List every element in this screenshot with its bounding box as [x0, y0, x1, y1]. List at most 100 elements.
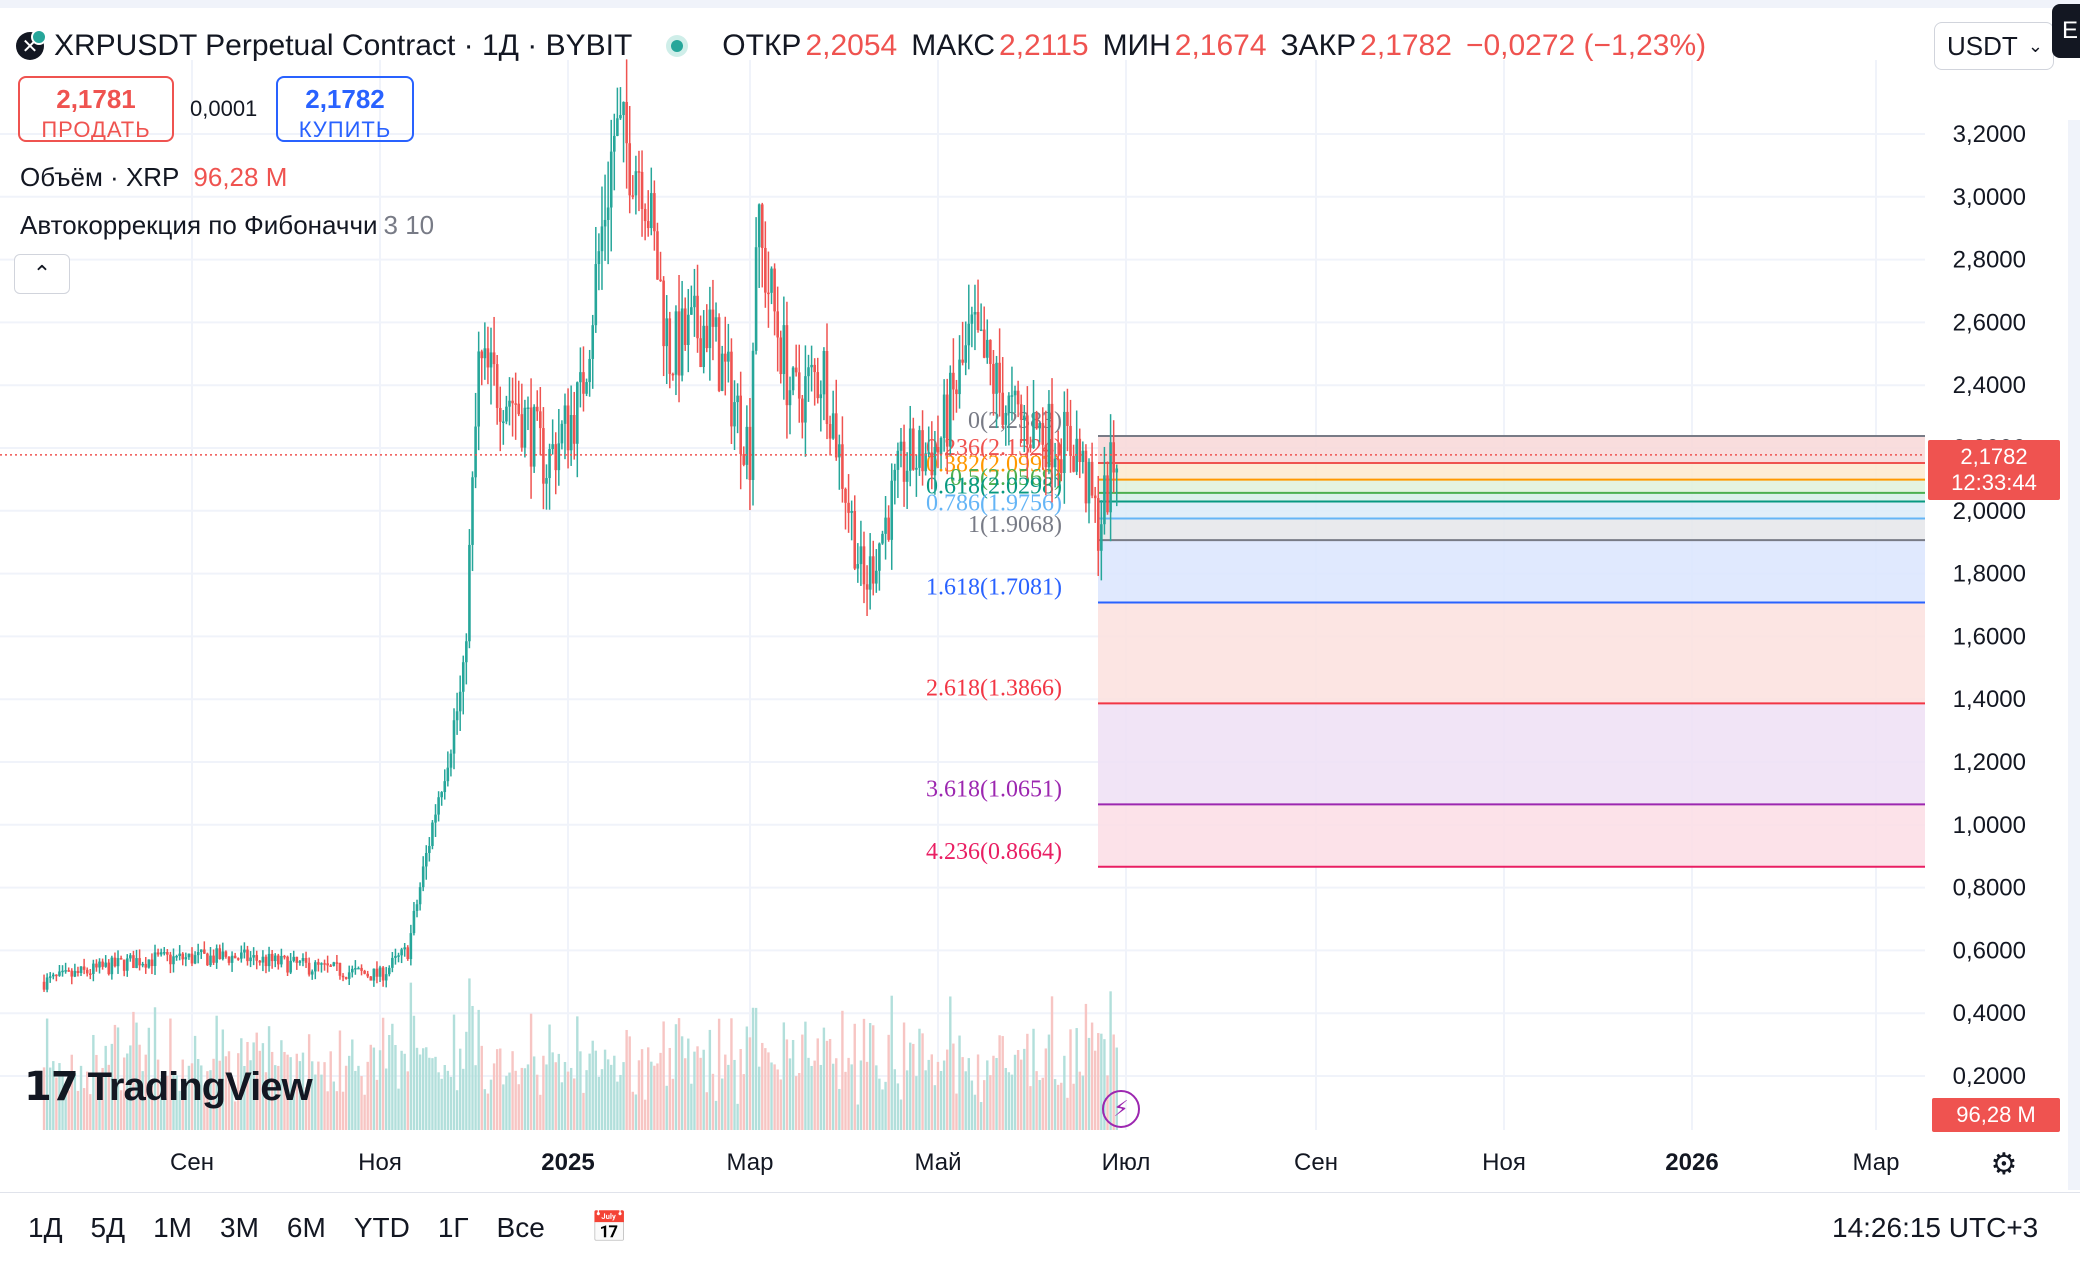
candle-body: [292, 956, 296, 961]
symbol-legend[interactable]: ✕ XRPUSDT Perpetual Contract · 1Д · BYBI…: [16, 24, 1720, 68]
candle-body: [1032, 412, 1035, 449]
candle-body: [582, 372, 585, 394]
volume-bar: [551, 1052, 554, 1130]
volume-bar: [489, 1079, 493, 1130]
volume-bar: [776, 1069, 779, 1130]
candle-body: [397, 955, 400, 957]
candle-body: [945, 394, 949, 447]
sell-button[interactable]: 2,1781 ПРОДАТЬ: [18, 76, 174, 142]
buy-button[interactable]: 2,1782 КУПИТЬ: [276, 76, 414, 142]
candle-body: [834, 413, 838, 458]
volume-bar: [163, 1072, 166, 1130]
candle-body: [616, 118, 619, 136]
volume-bar: [187, 1065, 191, 1130]
volume-bar: [332, 1081, 335, 1130]
candle-body: [243, 949, 246, 953]
volume-bar: [782, 1022, 786, 1130]
candle-body: [918, 430, 921, 468]
price-axis-label: 1,6000: [1953, 623, 2026, 650]
volume-bar: [1047, 1034, 1051, 1130]
candle-body: [560, 423, 564, 444]
tradingview-logo[interactable]: 𝟭𝟳 TradingView: [24, 1064, 313, 1110]
candle-body: [557, 443, 561, 471]
candle-body: [693, 295, 696, 308]
volume-bar: [680, 1036, 684, 1130]
right-scrollbar[interactable]: [2068, 120, 2080, 1190]
volume-bar: [61, 1072, 64, 1130]
range-1d-button[interactable]: 1Д: [28, 1211, 63, 1243]
range-6m-button[interactable]: 6M: [286, 1211, 326, 1243]
volume-bar: [116, 1027, 120, 1130]
range-all-button[interactable]: Все: [496, 1211, 545, 1243]
candle-body: [255, 955, 259, 961]
candle-body: [1100, 524, 1103, 551]
candle-body: [782, 325, 786, 375]
volume-bar: [274, 1065, 277, 1130]
candle-body: [905, 470, 909, 482]
volume-bar: [42, 1067, 46, 1130]
range-5d-button[interactable]: 5Д: [90, 1211, 126, 1243]
candle-body: [868, 556, 872, 590]
candle-body: [810, 364, 813, 368]
volume-bar: [690, 1083, 693, 1130]
candle-body: [42, 981, 46, 990]
volume-bar: [320, 1074, 323, 1130]
volume-bar: [348, 1055, 351, 1130]
candle-body: [813, 364, 816, 373]
symbol-title[interactable]: XRPUSDT Perpetual Contract · 1Д · BYBIT: [54, 29, 633, 62]
clock[interactable]: 14:26:15 UTC+3: [1832, 1212, 2039, 1243]
candle-body: [1053, 458, 1057, 468]
volume-bar: [92, 1034, 95, 1130]
calendar-icon[interactable]: 📅: [590, 1211, 629, 1244]
candle-body: [597, 251, 601, 265]
price-chart[interactable]: 0(2,2383)0.236(2.1524)0.382(2.0993)0.5(2…: [0, 0, 2080, 1192]
volume-bar: [1072, 1083, 1075, 1130]
volume-bar: [486, 1093, 490, 1130]
candle-body: [317, 962, 320, 965]
volume-bar: [480, 1045, 483, 1130]
candle-body: [739, 395, 742, 455]
volume-legend[interactable]: Объём · XRP 96,28 M: [20, 162, 287, 193]
volume-bar: [138, 1044, 141, 1130]
candle-body: [831, 413, 835, 439]
xrp-icon: ✕: [16, 29, 47, 60]
candle-body: [344, 977, 348, 979]
range-ytd-button[interactable]: YTD: [353, 1211, 410, 1243]
candle-body: [159, 952, 163, 955]
range-1m-button[interactable]: 1M: [153, 1211, 192, 1243]
candle-body: [859, 546, 863, 565]
volume-bar: [742, 1074, 745, 1130]
candle-body: [76, 970, 80, 974]
candle-body: [270, 953, 274, 962]
volume-bar: [357, 1065, 360, 1130]
range-3m-button[interactable]: 3M: [220, 1211, 259, 1243]
currency-value: USDT: [1947, 30, 2018, 61]
volume-bar: [976, 1054, 980, 1130]
gear-icon[interactable]: ⚙: [1990, 1147, 2018, 1181]
volume-bar: [477, 1009, 480, 1130]
market-status-icon[interactable]: [666, 35, 689, 57]
volume-bar: [240, 1038, 243, 1130]
volume-bar: [825, 1040, 829, 1130]
volume-bar: [1060, 1082, 1063, 1130]
candle-body: [428, 845, 431, 853]
candle-body: [1103, 475, 1106, 525]
volume-bar: [739, 1049, 742, 1130]
collapse-legend-button[interactable]: ⌃: [14, 254, 70, 294]
range-1y-button[interactable]: 1Г: [437, 1211, 469, 1243]
fib-legend[interactable]: Автокоррекция по Фибоначчи 3 10: [20, 210, 434, 241]
candle-body: [218, 948, 222, 960]
candle-body: [995, 362, 998, 394]
corner-tab[interactable]: Е: [2052, 4, 2080, 58]
lightning-icon[interactable]: ⚡: [1102, 1090, 1140, 1128]
volume-bar: [261, 1043, 265, 1130]
volume-bar: [1032, 1028, 1035, 1130]
volume-legend-value: 96,28 M: [193, 162, 288, 192]
volume-bar: [360, 1076, 363, 1130]
candle-body: [295, 956, 299, 963]
candle-body: [332, 962, 336, 966]
volume-bar: [255, 1032, 258, 1130]
volume-bar: [70, 1054, 73, 1130]
currency-select[interactable]: USDT ⌄: [1934, 22, 2054, 70]
candle-body: [847, 502, 850, 513]
